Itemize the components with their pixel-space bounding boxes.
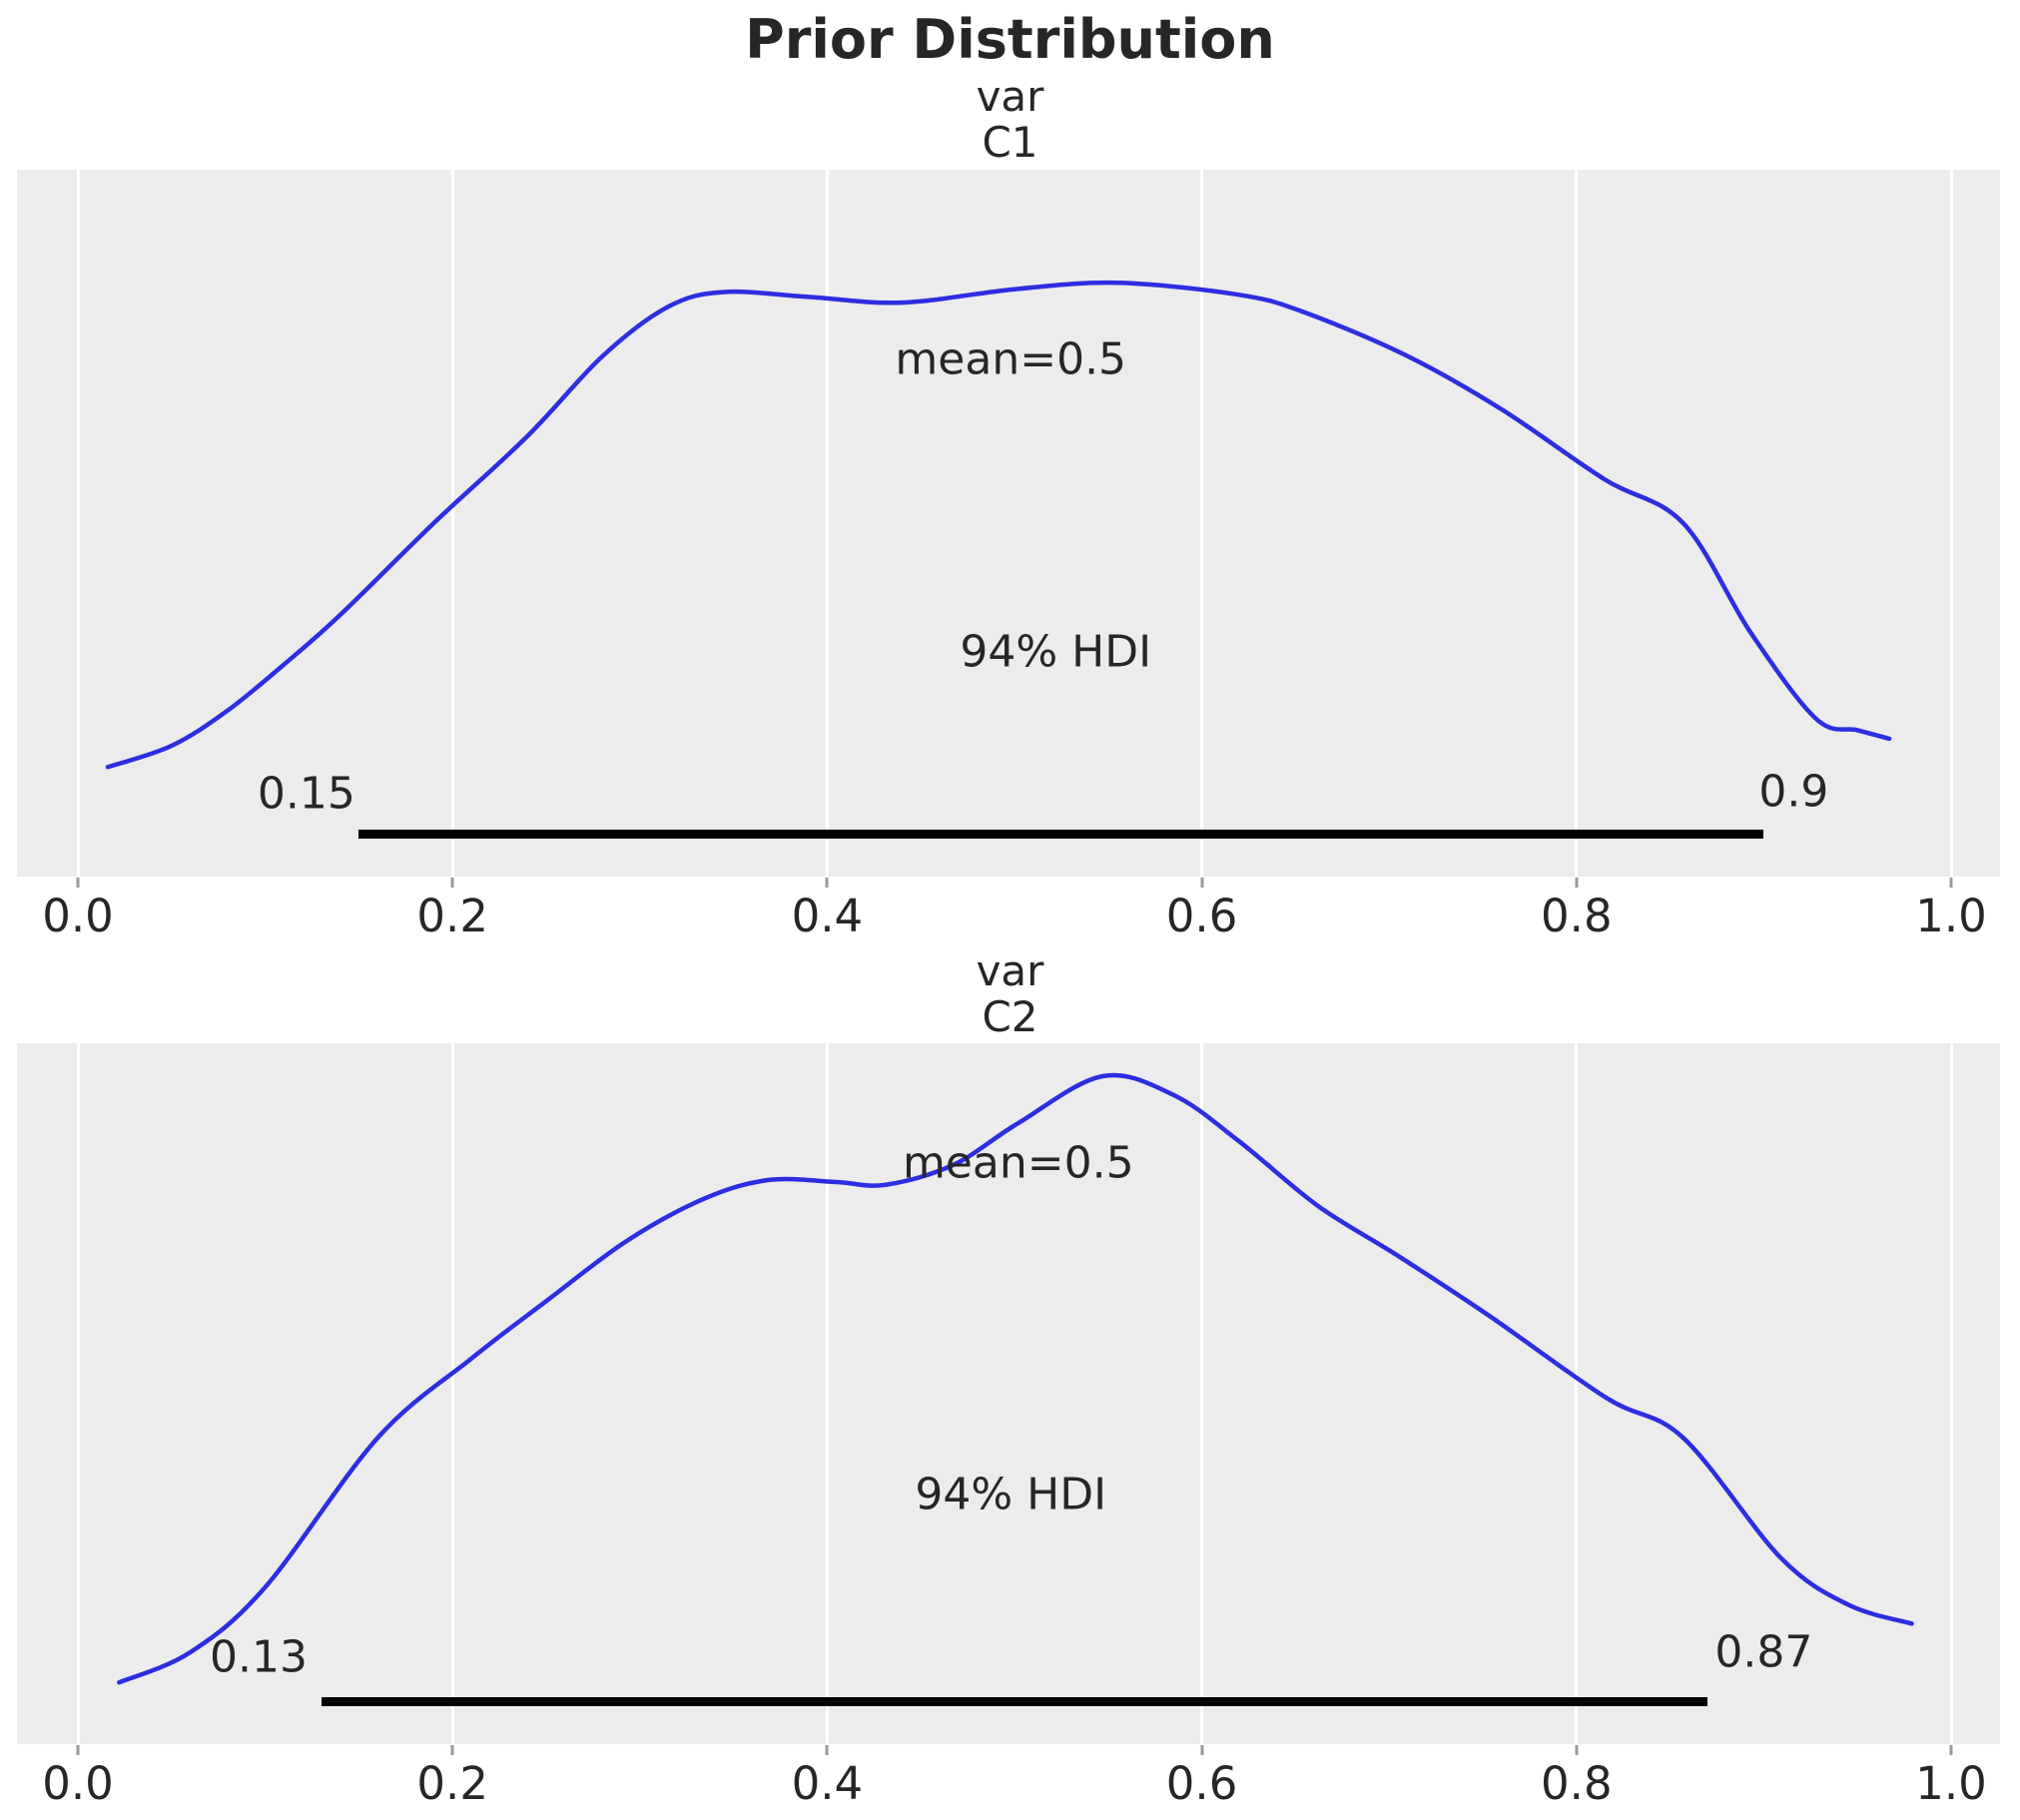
x-tick-mark	[1949, 1745, 1953, 1755]
subplot-title-c1: var C1	[0, 74, 2020, 166]
subplot-title-var: var	[976, 946, 1044, 995]
gridline	[450, 170, 454, 877]
hdi-lower-label: 0.15	[257, 768, 355, 820]
x-tick-mark	[1200, 1745, 1204, 1755]
hdi-lower-label: 0.13	[210, 1631, 309, 1683]
subplot-title-var: var	[976, 72, 1044, 121]
x-tick-mark	[450, 1745, 454, 1755]
x-tick-label: 0.8	[1541, 890, 1613, 942]
gridline	[450, 1043, 454, 1744]
kde-curve	[105, 280, 1892, 770]
x-tick-mark	[825, 1745, 829, 1755]
subplot-title-c2: var C2	[0, 948, 2020, 1040]
x-tick-mark	[1575, 878, 1579, 888]
x-tick-mark	[1949, 878, 1953, 888]
gridline	[1949, 1043, 1953, 1744]
x-axis-c1: 0.0 0.2 0.4 0.6 0.8 1.0	[17, 877, 2000, 942]
x-tick-label: 1.0	[1915, 1757, 1987, 1810]
plot-area-c2: mean=0.5 94% HDI 0.13 0.87	[17, 1043, 2000, 1744]
hdi-annotation: 94% HDI	[915, 1469, 1107, 1520]
gridline	[1949, 170, 1953, 877]
x-tick-label: 0.2	[416, 890, 488, 942]
plot-area-c1: mean=0.5 94% HDI 0.15 0.9	[17, 170, 2000, 877]
gridline	[825, 1043, 829, 1744]
x-tick-label: 0.0	[42, 890, 114, 942]
x-tick-mark	[1575, 1745, 1579, 1755]
mean-annotation: mean=0.5	[902, 1137, 1134, 1189]
kde-curve	[117, 1072, 1914, 1685]
hdi-bar	[321, 1696, 1708, 1706]
kde-curve-svg	[105, 280, 1892, 770]
gridline	[1200, 1043, 1204, 1744]
x-tick-label: 0.0	[42, 1757, 114, 1810]
x-tick-label: 0.2	[416, 1757, 488, 1810]
gridline	[76, 170, 80, 877]
gridline	[76, 1043, 80, 1744]
x-tick-mark	[450, 878, 454, 888]
x-tick-label: 0.4	[791, 1757, 864, 1810]
x-tick-mark	[76, 878, 80, 888]
x-tick-mark	[1200, 878, 1204, 888]
hdi-upper-label: 0.9	[1758, 766, 1829, 818]
mean-annotation: mean=0.5	[895, 333, 1127, 385]
x-tick-mark	[76, 1745, 80, 1755]
gridline	[1575, 170, 1579, 877]
x-tick-label: 0.6	[1165, 890, 1238, 942]
x-tick-label: 0.4	[791, 890, 864, 942]
figure-title: Prior Distribution	[745, 8, 1275, 71]
subplot-title-coord: C1	[982, 118, 1038, 167]
hdi-annotation: 94% HDI	[960, 626, 1152, 678]
x-tick-label: 1.0	[1915, 890, 1987, 942]
kde-curve-svg	[117, 1072, 1914, 1685]
x-tick-label: 0.6	[1165, 1757, 1238, 1810]
x-axis-c2: 0.0 0.2 0.4 0.6 0.8 1.0	[17, 1744, 2000, 1810]
subplot-title-coord: C2	[982, 992, 1038, 1041]
hdi-bar	[358, 829, 1764, 839]
x-tick-label: 0.8	[1541, 1757, 1613, 1810]
gridline	[825, 170, 829, 877]
x-tick-mark	[825, 878, 829, 888]
gridline	[1575, 1043, 1579, 1744]
hdi-upper-label: 0.87	[1714, 1626, 1813, 1678]
gridline	[1200, 170, 1204, 877]
